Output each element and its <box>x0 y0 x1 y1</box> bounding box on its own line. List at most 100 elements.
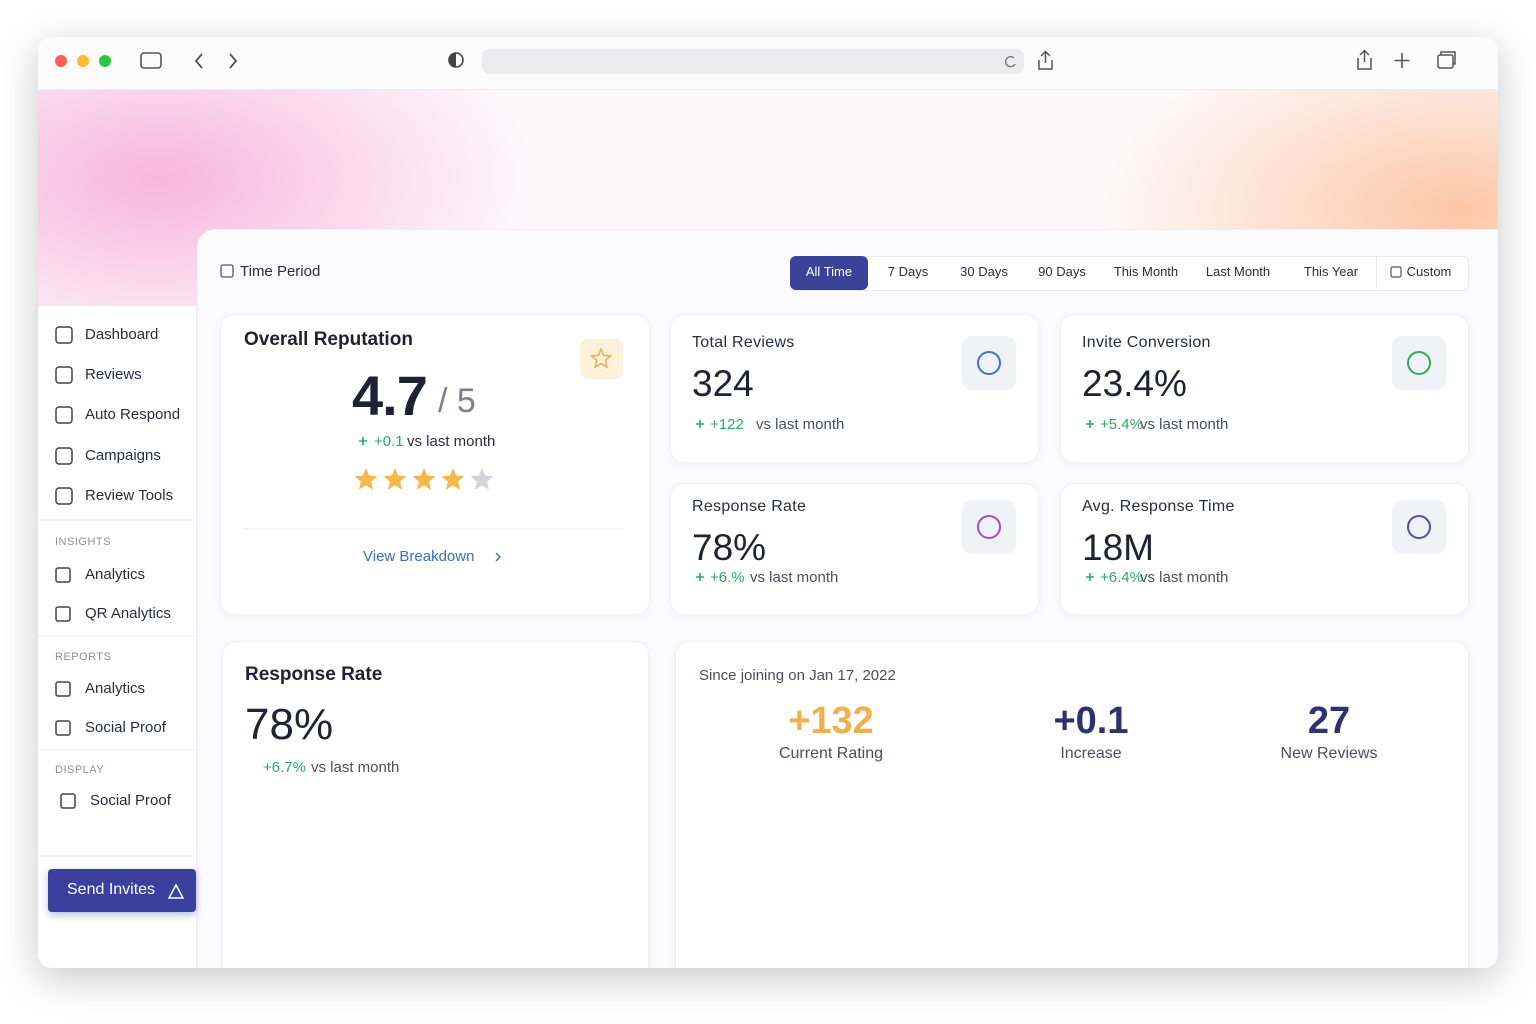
nav-item[interactable]: Review Tools <box>85 487 174 504</box>
time-option[interactable]: 7 Days <box>887 264 929 279</box>
stat-label: Total Reviews <box>692 334 795 351</box>
change-icon <box>696 420 704 428</box>
rating-star <box>412 468 436 490</box>
share-button[interactable] <box>1357 49 1372 70</box>
stat-icon-bg <box>1392 500 1446 554</box>
stat-icon <box>977 515 1001 539</box>
favorite-icon <box>589 346 613 369</box>
sidebar-toggle[interactable] <box>140 52 162 69</box>
calendar-icon <box>220 264 234 278</box>
nav-icon <box>55 366 73 384</box>
time-option[interactable]: 90 Days <box>1038 264 1086 279</box>
close-button[interactable] <box>55 55 67 67</box>
button-icon <box>167 883 185 899</box>
address-bar[interactable] <box>482 49 1024 74</box>
stat-value: 23.4% <box>1082 363 1187 404</box>
stat-icon <box>977 351 1001 375</box>
highlight-value: +132 <box>788 700 874 742</box>
change-icon <box>359 437 367 445</box>
tabs-button[interactable] <box>1437 54 1454 69</box>
stat-change-text: vs last month <box>1140 569 1229 586</box>
stat-icon-bg <box>1392 336 1446 390</box>
nav-icon <box>55 567 71 583</box>
time-option[interactable]: 30 Days <box>960 264 1008 279</box>
stat-value: 18M <box>1082 527 1154 568</box>
custom-box <box>1376 256 1468 289</box>
stat-label: Invite Conversion <box>1082 334 1211 351</box>
reputation-change: +0.1 <box>374 433 404 450</box>
chart-change-text: vs last month <box>311 759 400 776</box>
nav-item[interactable]: QR Analytics <box>85 605 171 622</box>
minimize-button[interactable] <box>77 55 89 67</box>
time-period-group <box>790 256 1469 291</box>
stat-icon-bg <box>962 500 1016 554</box>
response-rate-card <box>222 641 649 968</box>
nav-icon <box>55 447 73 465</box>
privacy-icon-fill <box>449 53 456 67</box>
link-chevron <box>495 552 501 562</box>
calendar-icon <box>1390 266 1402 278</box>
stat-change-text: vs last month <box>750 569 839 586</box>
rating-star <box>354 468 378 490</box>
nav-item[interactable]: Analytics <box>85 566 146 583</box>
nav-icon <box>55 487 73 505</box>
window-content: Dashboard Reviews Auto Respond Campaigns Rev… <box>38 37 1498 968</box>
time-option[interactable]: This Year <box>1303 264 1359 279</box>
stat-change: +122 <box>710 416 744 433</box>
rating-star <box>470 468 494 490</box>
share-icon[interactable] <box>1038 50 1053 70</box>
rating-star <box>383 468 407 490</box>
time-option[interactable]: All Time <box>805 264 853 279</box>
time-option[interactable]: Last Month <box>1205 264 1271 279</box>
section-title: DISPLAY <box>55 764 105 776</box>
forward-button[interactable] <box>229 53 238 69</box>
chart-change: +6.7% <box>263 759 306 776</box>
stat-label: Response Rate <box>692 498 807 515</box>
nav-icon <box>55 720 71 736</box>
stat-change-text: vs last month <box>756 416 845 433</box>
nav-icon <box>55 681 71 697</box>
stat-change: +6.% <box>710 569 745 586</box>
nav-icon <box>55 326 73 344</box>
nav-item[interactable]: Dashboard <box>85 326 159 343</box>
nav-item[interactable]: Analytics <box>85 680 146 697</box>
toolbar-icons <box>55 49 1456 74</box>
reputation-change-text: vs last month <box>407 433 496 450</box>
rating-star <box>441 468 465 490</box>
nav-icon <box>55 606 71 622</box>
reload-button[interactable] <box>1004 55 1016 68</box>
send-invites-button[interactable]: Send Invites <box>48 869 196 912</box>
nav-item[interactable]: Social Proof <box>85 719 166 736</box>
change-icon <box>1086 573 1094 581</box>
change-icon <box>1086 420 1094 428</box>
reputation-title: Overall Reputation <box>244 329 413 350</box>
nav-item[interactable]: Reviews <box>85 366 142 383</box>
button-label: Send Invites <box>67 881 156 898</box>
stat-icon <box>1407 515 1431 539</box>
time-period-label: Time Period <box>240 263 321 280</box>
nav-item[interactable]: Auto Respond <box>85 406 181 423</box>
chart-value: 78% <box>245 700 334 749</box>
reputation-card <box>220 314 650 615</box>
view-breakdown-link[interactable]: View Breakdown <box>363 548 475 565</box>
time-option[interactable]: Custom <box>1406 264 1452 279</box>
sidebar <box>38 306 197 968</box>
highlight-label: Current Rating <box>778 745 884 762</box>
back-button[interactable] <box>194 53 203 69</box>
stat-change: +6.4% <box>1100 569 1143 586</box>
tabs-button-back <box>1440 51 1456 65</box>
time-option[interactable]: This Month <box>1113 264 1179 279</box>
new-tab-button[interactable] <box>1394 53 1410 68</box>
stat-icon-bg <box>962 336 1016 390</box>
change-icon <box>696 573 704 581</box>
nav-item[interactable]: Social Proof <box>90 792 171 809</box>
time-option-active <box>790 256 868 290</box>
stat-icon <box>1407 351 1431 375</box>
nav-item[interactable]: Campaigns <box>85 447 161 464</box>
reputation-out-of: / 5 <box>438 382 476 420</box>
stat-change: +5.4% <box>1100 416 1143 433</box>
reputation-icon-bg <box>580 339 623 379</box>
section-title: REPORTS <box>55 651 112 663</box>
zoom-button[interactable] <box>99 55 111 67</box>
